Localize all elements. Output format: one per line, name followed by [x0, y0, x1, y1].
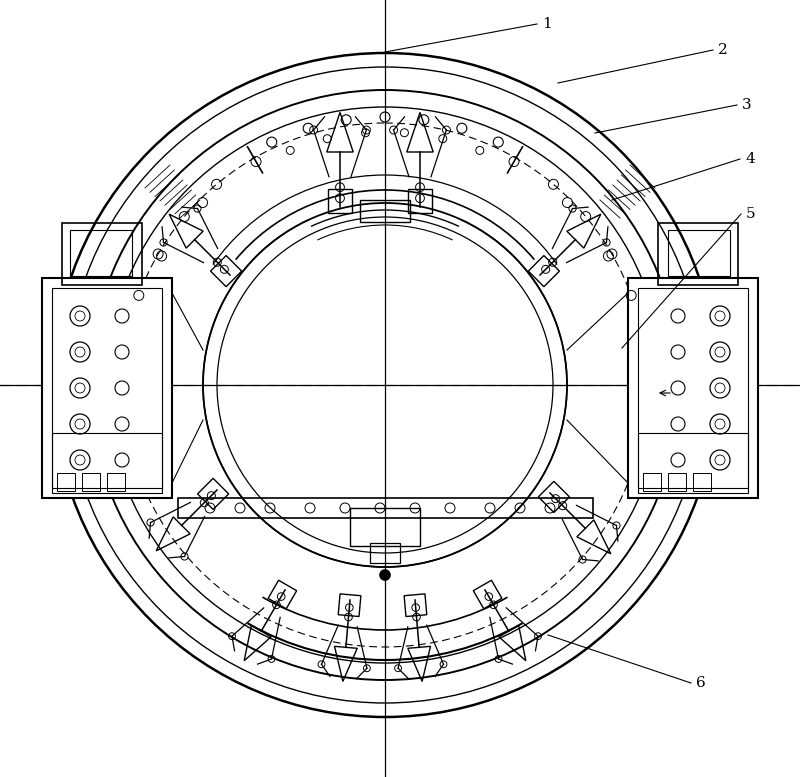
Text: 4: 4: [745, 152, 754, 166]
Bar: [643, 473, 661, 491]
Text: 3: 3: [742, 98, 752, 112]
Bar: [350, 508, 420, 546]
Bar: [370, 543, 400, 563]
Text: 1: 1: [542, 17, 552, 31]
Bar: [70, 230, 132, 276]
Bar: [693, 473, 711, 491]
Bar: [628, 278, 758, 498]
Bar: [638, 433, 748, 493]
Bar: [360, 200, 410, 222]
Bar: [178, 498, 593, 518]
Bar: [107, 473, 125, 491]
Text: 5: 5: [746, 207, 756, 221]
Bar: [668, 230, 730, 276]
Text: 2: 2: [718, 43, 728, 57]
Bar: [52, 433, 162, 493]
Bar: [82, 473, 100, 491]
Bar: [62, 223, 142, 285]
Bar: [57, 473, 75, 491]
Bar: [638, 288, 748, 488]
Bar: [42, 278, 172, 498]
Bar: [668, 473, 686, 491]
Circle shape: [380, 570, 390, 580]
Bar: [52, 288, 162, 488]
Bar: [658, 223, 738, 285]
Text: 6: 6: [696, 676, 706, 690]
